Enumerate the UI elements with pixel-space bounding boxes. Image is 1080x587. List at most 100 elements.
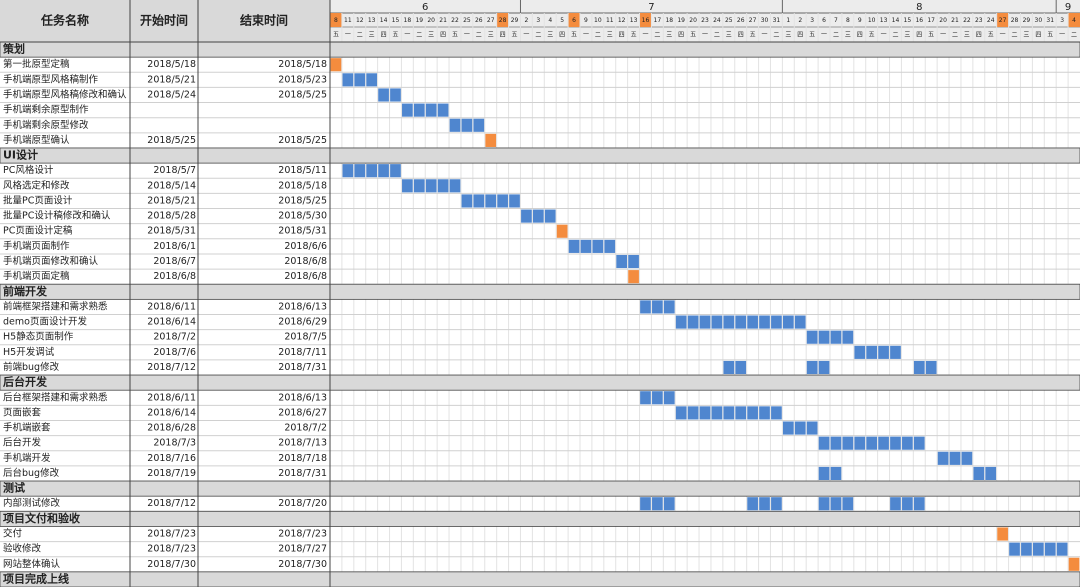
gantt-cell bbox=[794, 315, 806, 329]
gantt-cell bbox=[652, 497, 663, 511]
task-name: 后台框架搭建和需求熟悉 bbox=[3, 391, 108, 403]
task-end: 2018/7/30 bbox=[278, 559, 327, 570]
task-start: 2018/6/28 bbox=[147, 423, 196, 434]
task-name: 手机端原型风格稿修改和确认 bbox=[3, 88, 127, 100]
weekday-label: 三 bbox=[607, 32, 613, 39]
task-start: 2018/7/19 bbox=[147, 468, 196, 479]
gantt-cell bbox=[782, 315, 794, 329]
gantt-cell bbox=[913, 436, 925, 450]
weekday-label: 四 bbox=[738, 32, 744, 39]
weekday-label: 四 bbox=[857, 32, 863, 39]
gantt-cell bbox=[652, 300, 663, 314]
day-label: 6 bbox=[822, 17, 826, 24]
gantt-cell bbox=[818, 497, 830, 511]
gantt-cell bbox=[735, 315, 747, 329]
weekday-label: 二 bbox=[714, 32, 720, 39]
task-end: 2018/5/18 bbox=[278, 59, 327, 70]
gantt-cell bbox=[1032, 542, 1044, 556]
gantt-cell bbox=[366, 73, 378, 87]
day-label: 24 bbox=[713, 17, 721, 24]
task-end: 2018/7/11 bbox=[278, 347, 327, 358]
gantt-cell bbox=[925, 360, 937, 375]
group-row bbox=[0, 571, 1080, 587]
task-end: 2018/7/2 bbox=[284, 423, 327, 434]
day-label: 22 bbox=[451, 17, 459, 24]
weekday-label: 四 bbox=[678, 32, 684, 39]
task-end: 2018/7/27 bbox=[278, 544, 327, 555]
task-name: 第一批原型定稿 bbox=[3, 58, 70, 70]
task-end: 2018/7/13 bbox=[278, 438, 327, 449]
task-name: 手机端剩余原型修改 bbox=[3, 119, 89, 131]
task-end: 2018/6/27 bbox=[278, 407, 327, 418]
weekday-label: 三 bbox=[785, 32, 791, 39]
day-label: 5 bbox=[560, 17, 564, 24]
gantt-cell bbox=[806, 360, 818, 375]
weekday-label: 四 bbox=[559, 32, 565, 39]
weekday-label: 一 bbox=[642, 32, 648, 39]
task-start: 2018/7/12 bbox=[147, 498, 196, 509]
task-end: 2018/6/13 bbox=[278, 392, 327, 403]
task-end: 2018/7/5 bbox=[284, 332, 327, 343]
weekday-label: 一 bbox=[821, 32, 827, 39]
gantt-cell bbox=[1068, 557, 1080, 571]
gantt-cell bbox=[449, 179, 461, 193]
gantt-cell bbox=[402, 103, 413, 117]
task-name: PC风格设计 bbox=[3, 164, 54, 176]
gantt-cell bbox=[985, 466, 997, 481]
gantt-cell bbox=[961, 451, 973, 465]
day-label: 20 bbox=[939, 17, 947, 24]
highlight-day bbox=[496, 13, 509, 27]
timeline-header-bg bbox=[330, 0, 1080, 42]
day-label: 3 bbox=[536, 17, 540, 24]
day-label: 28 bbox=[499, 17, 507, 24]
day-label: 18 bbox=[404, 17, 412, 24]
day-label: 4 bbox=[1072, 17, 1076, 24]
gantt-cell bbox=[640, 391, 651, 405]
gantt-cell bbox=[556, 224, 568, 238]
gantt-cell bbox=[830, 330, 842, 344]
task-end: 2018/5/23 bbox=[278, 74, 327, 85]
group-row bbox=[0, 510, 1080, 527]
task-start: 2018/5/31 bbox=[147, 226, 196, 237]
task-end: 2018/6/13 bbox=[278, 301, 327, 312]
gantt-cell bbox=[890, 345, 901, 359]
gantt-cell bbox=[354, 164, 366, 178]
gantt-cell bbox=[806, 421, 818, 435]
weekday-label: 三 bbox=[666, 32, 672, 39]
task-end: 2018/5/11 bbox=[278, 165, 327, 176]
weekday-label: 五 bbox=[571, 32, 577, 39]
month-label: 6 bbox=[422, 2, 428, 13]
gantt-cell bbox=[1044, 542, 1056, 556]
weekday-label: 三 bbox=[428, 32, 434, 39]
weekday-label: 一 bbox=[940, 32, 946, 39]
gantt-cell bbox=[342, 73, 354, 87]
gantt-cell bbox=[735, 360, 747, 375]
task-name: 后台bug修改 bbox=[3, 467, 60, 479]
weekday-label: 四 bbox=[381, 32, 387, 39]
gantt-cell bbox=[830, 466, 842, 481]
gantt-cell bbox=[1021, 542, 1032, 556]
task-start: 2018/6/1 bbox=[153, 241, 196, 252]
task-name: 内部测试修改 bbox=[3, 497, 61, 509]
task-name: H5开发调试 bbox=[3, 346, 55, 358]
gantt-cell bbox=[509, 194, 520, 208]
task-start: 2018/6/11 bbox=[147, 392, 196, 403]
task-start: 2018/5/28 bbox=[147, 211, 196, 222]
weekday-label: 一 bbox=[762, 32, 768, 39]
weekday-label: 五 bbox=[452, 32, 458, 39]
task-name: 验收修改 bbox=[3, 543, 42, 555]
gantt-cell bbox=[616, 254, 628, 269]
task-end: 2018/5/25 bbox=[278, 89, 327, 100]
task-name: PC页面设计定稿 bbox=[3, 225, 73, 237]
task-name: 手机端开发 bbox=[3, 452, 51, 464]
weekday-label: 五 bbox=[869, 32, 875, 39]
gantt-cell bbox=[854, 436, 866, 450]
weekday-label: 五 bbox=[809, 32, 815, 39]
gantt-cell bbox=[997, 527, 1008, 541]
gantt-cell bbox=[413, 103, 425, 117]
gantt-cell bbox=[675, 406, 687, 420]
task-start: 2018/5/21 bbox=[147, 74, 196, 85]
gantt-cell bbox=[818, 360, 830, 375]
day-label: 18 bbox=[665, 17, 673, 24]
